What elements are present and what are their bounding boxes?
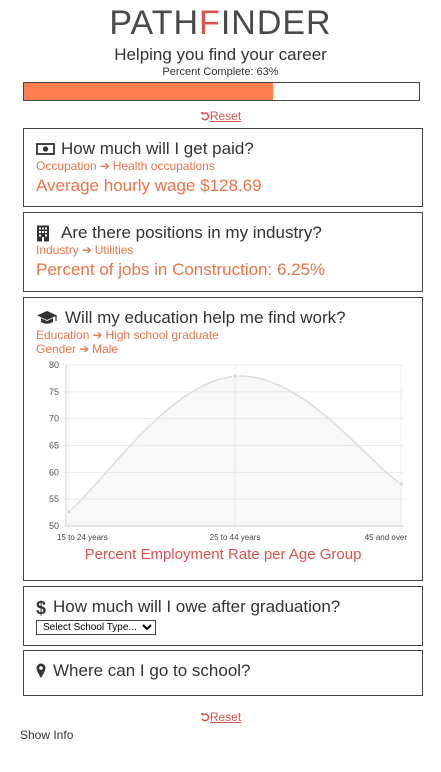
arrow-right-icon: ➔: [99, 159, 110, 173]
reset-top: Reset: [0, 109, 441, 123]
data-point: [231, 373, 239, 380]
education-question: Will my education help me find work?: [65, 308, 346, 327]
money-icon: [36, 142, 56, 156]
series-area: [69, 376, 401, 526]
x-tick-label: 25 to 44 years: [210, 533, 261, 542]
debt-question: How much will I owe after graduation?: [53, 597, 341, 616]
pay-card[interactable]: How much will I get paid? Occupation ➔ Hea…: [23, 128, 423, 207]
debt-card[interactable]: $ How much will I owe after graduation? …: [23, 586, 423, 646]
percent-complete-label: Percent Complete: 63%: [162, 66, 279, 78]
industry-question: Are there positions in my industry?: [61, 223, 322, 242]
y-tick-label: 60: [49, 467, 59, 477]
dollar-icon: $: [36, 599, 48, 616]
building-icon: [36, 225, 56, 242]
undo-icon: [200, 112, 210, 121]
x-tick-label: 45 and over: [365, 533, 408, 542]
undo-icon: [200, 713, 210, 722]
y-tick-label: 55: [49, 494, 59, 504]
reset-link-bottom[interactable]: Reset: [200, 710, 241, 724]
industry-card[interactable]: Are there positions in my industry? Indu…: [23, 212, 423, 292]
education-card[interactable]: Will my education help me find work? Edu…: [23, 297, 423, 581]
map-marker-icon: [36, 663, 48, 679]
y-tick-label: 75: [49, 387, 59, 397]
reset-label: Reset: [209, 109, 242, 123]
pay-breadcrumb: Occupation ➔ Health occupations: [36, 159, 215, 173]
arrow-right-icon: ➔: [79, 342, 90, 356]
school-type-select[interactable]: Select School Type...: [36, 620, 156, 635]
y-tick-label: 50: [49, 521, 59, 531]
arrow-right-icon: ➔: [92, 328, 103, 342]
svg-text:$: $: [36, 599, 46, 616]
industry-breadcrumb: Industry ➔ Utilities: [36, 243, 134, 257]
progress-bar: [23, 82, 420, 101]
show-info-link[interactable]: Show Info: [20, 728, 74, 742]
gender-breadcrumb: Gender ➔ Male: [36, 342, 119, 356]
chart-title: Percent Employment Rate per Age Group: [84, 546, 362, 563]
progress-fill: [24, 83, 273, 100]
school-card[interactable]: Where can I go to school?: [23, 650, 423, 696]
reset-link-top[interactable]: Reset: [200, 109, 241, 123]
y-tick-label: 65: [49, 441, 59, 451]
data-point: [397, 481, 405, 488]
y-tick-label: 70: [49, 414, 59, 424]
arrow-right-icon: ➔: [81, 243, 92, 257]
industry-result: Percent of jobs in Construction: 6.25%: [36, 260, 326, 279]
reset-bottom: Reset: [0, 710, 441, 724]
data-point: [65, 508, 73, 515]
pay-question: How much will I get paid?: [61, 139, 254, 158]
header: PATHFINDER Helping you find your career …: [0, 4, 441, 78]
pay-result: Average hourly wage $128.69: [36, 176, 262, 195]
education-breadcrumb: Education ➔ High school graduate: [36, 328, 219, 342]
reset-label: Reset: [209, 710, 242, 724]
x-tick-label: 15 to 24 years: [57, 533, 108, 542]
graduation-cap-icon: [36, 310, 60, 326]
employment-chart: 50 55 60 65 70 75 80 15 to 24 years 25 to 44 yea…: [49, 360, 408, 542]
school-question: Where can I go to school?: [53, 661, 251, 680]
y-tick-label: 80: [49, 360, 59, 370]
tagline: Helping you find your career: [114, 45, 327, 64]
app-logo: PATHFINDER: [109, 4, 332, 42]
